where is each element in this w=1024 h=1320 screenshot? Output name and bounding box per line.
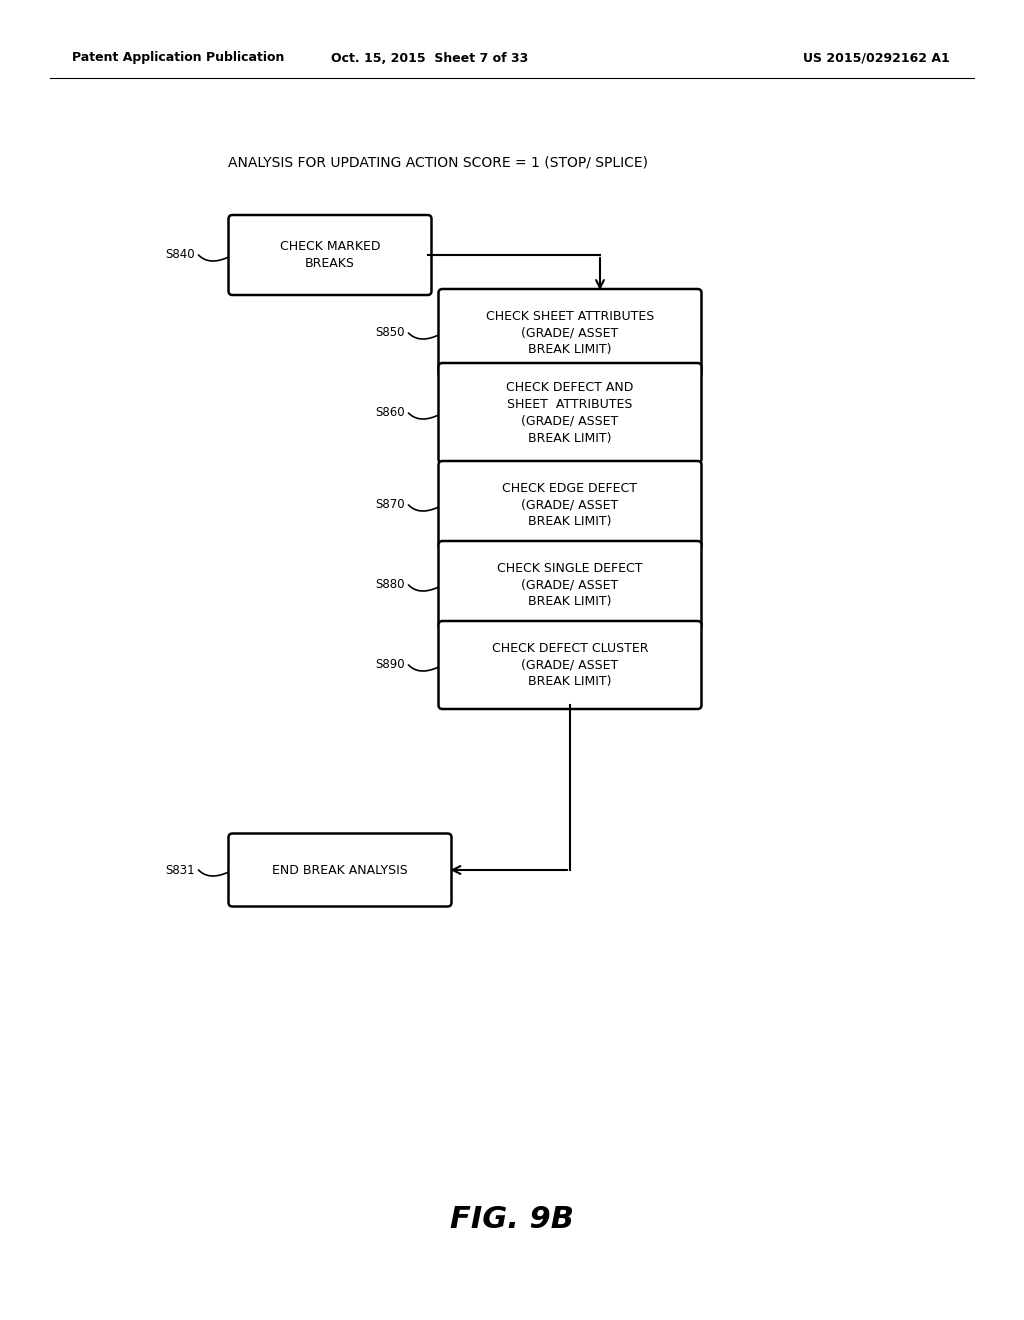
FancyBboxPatch shape	[438, 541, 701, 630]
Text: S840: S840	[165, 248, 195, 261]
Text: S850: S850	[375, 326, 404, 339]
Text: Patent Application Publication: Patent Application Publication	[72, 51, 285, 65]
Text: FIG. 9B: FIG. 9B	[450, 1205, 574, 1234]
Text: US 2015/0292162 A1: US 2015/0292162 A1	[803, 51, 950, 65]
FancyBboxPatch shape	[228, 833, 452, 907]
Text: CHECK DEFECT AND
SHEET  ATTRIBUTES
(GRADE/ ASSET
BREAK LIMIT): CHECK DEFECT AND SHEET ATTRIBUTES (GRADE…	[506, 381, 634, 445]
FancyBboxPatch shape	[438, 461, 701, 549]
Text: Oct. 15, 2015  Sheet 7 of 33: Oct. 15, 2015 Sheet 7 of 33	[332, 51, 528, 65]
Text: CHECK EDGE DEFECT
(GRADE/ ASSET
BREAK LIMIT): CHECK EDGE DEFECT (GRADE/ ASSET BREAK LI…	[503, 482, 638, 528]
Text: CHECK SHEET ATTRIBUTES
(GRADE/ ASSET
BREAK LIMIT): CHECK SHEET ATTRIBUTES (GRADE/ ASSET BRE…	[485, 309, 654, 356]
Text: S860: S860	[375, 407, 404, 420]
Text: END BREAK ANALYSIS: END BREAK ANALYSIS	[272, 863, 408, 876]
Text: CHECK MARKED
BREAKS: CHECK MARKED BREAKS	[280, 240, 380, 271]
Text: S880: S880	[375, 578, 404, 591]
Text: S831: S831	[165, 863, 195, 876]
Text: ANALYSIS FOR UPDATING ACTION SCORE = 1 (STOP/ SPLICE): ANALYSIS FOR UPDATING ACTION SCORE = 1 (…	[228, 154, 648, 169]
Text: S890: S890	[375, 659, 404, 672]
FancyBboxPatch shape	[438, 289, 701, 378]
Text: CHECK DEFECT CLUSTER
(GRADE/ ASSET
BREAK LIMIT): CHECK DEFECT CLUSTER (GRADE/ ASSET BREAK…	[492, 642, 648, 689]
Text: CHECK SINGLE DEFECT
(GRADE/ ASSET
BREAK LIMIT): CHECK SINGLE DEFECT (GRADE/ ASSET BREAK …	[498, 561, 643, 609]
FancyBboxPatch shape	[438, 620, 701, 709]
FancyBboxPatch shape	[228, 215, 431, 294]
Text: S870: S870	[375, 499, 404, 511]
FancyBboxPatch shape	[438, 363, 701, 463]
